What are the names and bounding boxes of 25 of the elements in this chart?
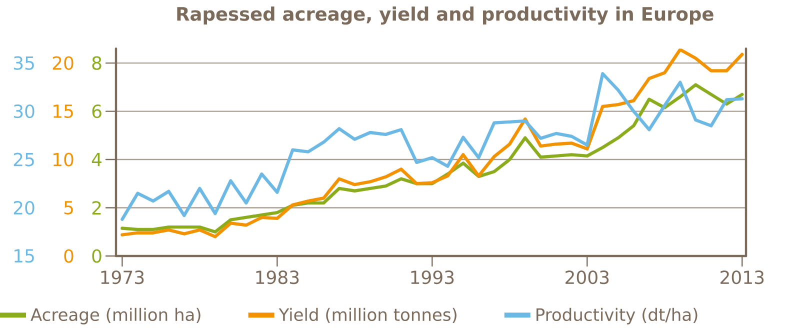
x-tick-label: 2003 — [566, 270, 609, 284]
y3-tick-label: 35 — [14, 56, 34, 70]
x-tick-label: 2013 — [720, 270, 764, 284]
y2-tick-label: 15 — [54, 104, 73, 118]
y2-tick-label: 10 — [54, 152, 74, 166]
y3-tick-label: 25 — [14, 152, 34, 166]
line-series — [120, 48, 744, 238]
y3-tick-label: 15 — [14, 249, 34, 263]
y2-tick-label: 5 — [64, 201, 73, 214]
y-tick-label: 0 — [92, 249, 102, 263]
y3-tick-label: 20 — [14, 200, 34, 215]
x-tick-label: 1993 — [411, 270, 454, 284]
legend-label: Productivity (dt/ha) — [536, 308, 698, 324]
y3-tick-label: 30 — [14, 104, 34, 118]
legend-label: Yield (million tonnes) — [278, 308, 456, 324]
y2-tick-label: 0 — [64, 249, 74, 263]
y2-tick-label: 20 — [52, 56, 74, 70]
x-tick-label: 1983 — [256, 270, 299, 284]
y-tick-label: 6 — [92, 104, 102, 118]
y-tick-label: 8 — [92, 56, 102, 70]
legend-label: Acreage (million ha) — [30, 308, 200, 324]
chart-title: Rapessed acreage, yield and productivity in Europe — [177, 6, 714, 25]
x-tick-label: 1973 — [101, 270, 144, 284]
y-tick-label: 4 — [92, 152, 102, 166]
y-tick-label: 2 — [92, 201, 101, 214]
